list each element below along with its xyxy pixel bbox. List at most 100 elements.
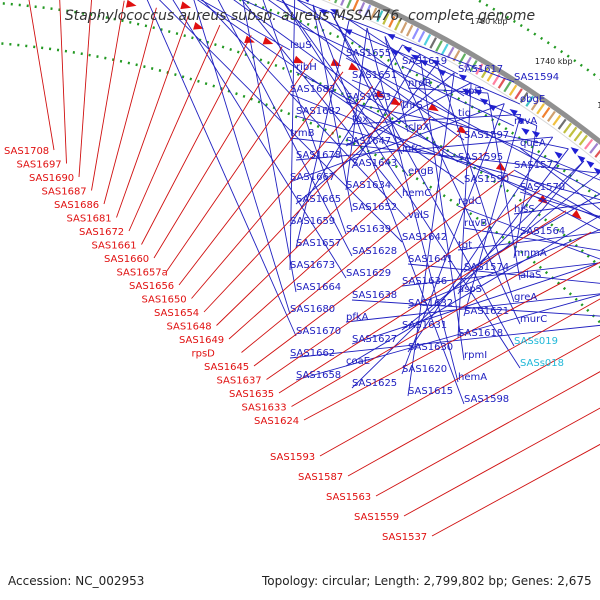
right-label-connector bbox=[196, 0, 465, 185]
right-label-connector bbox=[281, 0, 521, 369]
right-gene-label: coaE bbox=[346, 356, 370, 367]
right-label-connector bbox=[401, 63, 438, 111]
reverse-strand-gene bbox=[301, 0, 311, 3]
right-gene-label: SAS1619 bbox=[402, 56, 447, 67]
cds-segment bbox=[411, 27, 420, 40]
forward-strand-gene bbox=[125, 0, 137, 8]
right-label-connector bbox=[330, 11, 403, 155]
right-gene-label: SAS1683 bbox=[290, 84, 335, 95]
left-label-connector bbox=[228, 133, 460, 340]
right-gene-label: pfkA bbox=[346, 312, 369, 323]
right-gene-label: SAS1641 bbox=[408, 254, 453, 265]
right-gene-label: SAS1655 bbox=[346, 48, 391, 59]
accession-text: Accession: NC_002953 bbox=[8, 574, 145, 588]
left-gene-label: SAS1686 bbox=[54, 200, 99, 211]
reverse-strand-gene bbox=[554, 151, 563, 159]
forward-strand-gene bbox=[193, 21, 204, 30]
cds-segment bbox=[568, 126, 578, 138]
right-gene-label: SAS1667 bbox=[290, 172, 335, 183]
reverse-strand-gene bbox=[586, 160, 595, 168]
left-gene-label: SAS1587 bbox=[298, 472, 343, 483]
left-gene-label: rpsD bbox=[192, 349, 216, 360]
reverse-strand-gene bbox=[386, 33, 396, 40]
right-gene-label: SAS1632 bbox=[408, 298, 453, 309]
right-label-connector bbox=[351, 261, 600, 345]
right-label-connector bbox=[401, 103, 505, 375]
right-label-connector bbox=[436, 63, 515, 303]
reverse-strand-gene bbox=[509, 108, 518, 116]
right-label-connector bbox=[419, 53, 465, 361]
gene-labels: leuS ribH SAS1683 SAS1682 trmB SAS1678 SAS1667… bbox=[4, 40, 565, 543]
right-gene-label: obgE bbox=[520, 94, 545, 105]
reverse-strand-gene bbox=[577, 155, 586, 163]
right-label-connector bbox=[345, 215, 600, 367]
left-label-connector bbox=[59, 0, 67, 164]
right-label-connector bbox=[519, 147, 600, 211]
left-label-connector bbox=[319, 298, 600, 457]
right-label-connector bbox=[282, 0, 409, 177]
right-gene-label: thrS bbox=[402, 100, 423, 111]
right-label-connector bbox=[457, 231, 600, 251]
right-gene-label: SAS1597 bbox=[464, 130, 509, 141]
left-label-connector bbox=[91, 0, 125, 191]
right-gene-label: SAS1639 bbox=[346, 224, 391, 235]
genome-backbone bbox=[359, 0, 600, 146]
left-gene-label: SAS1637 bbox=[217, 376, 262, 387]
cds-segment bbox=[446, 46, 455, 59]
right-gene-label: SAS1665 bbox=[296, 194, 341, 205]
right-label-connector bbox=[330, 11, 515, 347]
cds-segment bbox=[346, 0, 352, 9]
right-gene-label: valS bbox=[408, 210, 429, 221]
cds-segment bbox=[405, 24, 414, 37]
right-gene-label: SAS1642 bbox=[402, 232, 447, 243]
cds-segment bbox=[594, 149, 600, 158]
right-gene-label: SAS1621 bbox=[464, 306, 509, 317]
left-gene-label: SAS1648 bbox=[167, 322, 212, 333]
right-label-connector bbox=[351, 160, 585, 389]
right-label-connector bbox=[295, 136, 553, 161]
kbp-tick-label: 1740 kbp bbox=[535, 57, 573, 66]
right-gene-label: SAS1564 bbox=[520, 226, 565, 237]
forward-strand-gene bbox=[293, 55, 304, 64]
right-label-connector bbox=[384, 36, 409, 133]
right-label-connector bbox=[275, 0, 521, 105]
right-label-connector bbox=[519, 191, 600, 218]
right-gene-label: SAS1662 bbox=[290, 348, 335, 359]
left-gene-label: SAS1656 bbox=[129, 281, 174, 292]
left-label-connector bbox=[141, 35, 252, 245]
right-label-connector bbox=[366, 27, 459, 383]
right-gene-label: clpX bbox=[408, 122, 430, 133]
left-label-connector bbox=[216, 116, 432, 326]
right-gene-label: SAS1598 bbox=[464, 394, 509, 405]
right-gene-label: SAS1657 bbox=[296, 238, 341, 249]
left-gene-label: SAS1657a bbox=[117, 268, 168, 279]
cds-segment bbox=[376, 10, 384, 23]
right-label-connector bbox=[401, 262, 600, 287]
right-gene-label: SAS1634 bbox=[346, 180, 391, 191]
right-gene-label: SAS1615 bbox=[408, 386, 453, 397]
right-gene-label: SAS1647 bbox=[346, 136, 391, 147]
cds-segment bbox=[552, 114, 562, 126]
left-label-connector bbox=[78, 0, 92, 178]
right-label-connector bbox=[295, 294, 600, 381]
right-gene-label: SAS1574 bbox=[464, 262, 509, 273]
reverse-strand-gene bbox=[593, 167, 600, 176]
right-label-connector bbox=[402, 44, 459, 75]
cds-segment bbox=[486, 70, 495, 82]
cds-segment bbox=[435, 40, 443, 52]
right-label-connector bbox=[312, 4, 465, 405]
left-label-connector bbox=[153, 46, 283, 259]
right-label-connector bbox=[312, 4, 353, 213]
cds-segment bbox=[458, 53, 467, 65]
right-gene-label: greA bbox=[514, 292, 537, 303]
right-gene-label: alaS bbox=[520, 270, 541, 281]
right-label-connector bbox=[513, 202, 600, 215]
right-label-connector bbox=[296, 0, 459, 119]
right-gene-label: SAS1653 bbox=[346, 92, 391, 103]
right-label-connector bbox=[242, 0, 297, 293]
cds-segment bbox=[525, 95, 534, 107]
left-gene-label: SAS1672 bbox=[79, 227, 124, 238]
right-label-connector bbox=[519, 160, 585, 237]
left-label-connector bbox=[166, 58, 314, 272]
reverse-strand-gene bbox=[410, 54, 420, 61]
